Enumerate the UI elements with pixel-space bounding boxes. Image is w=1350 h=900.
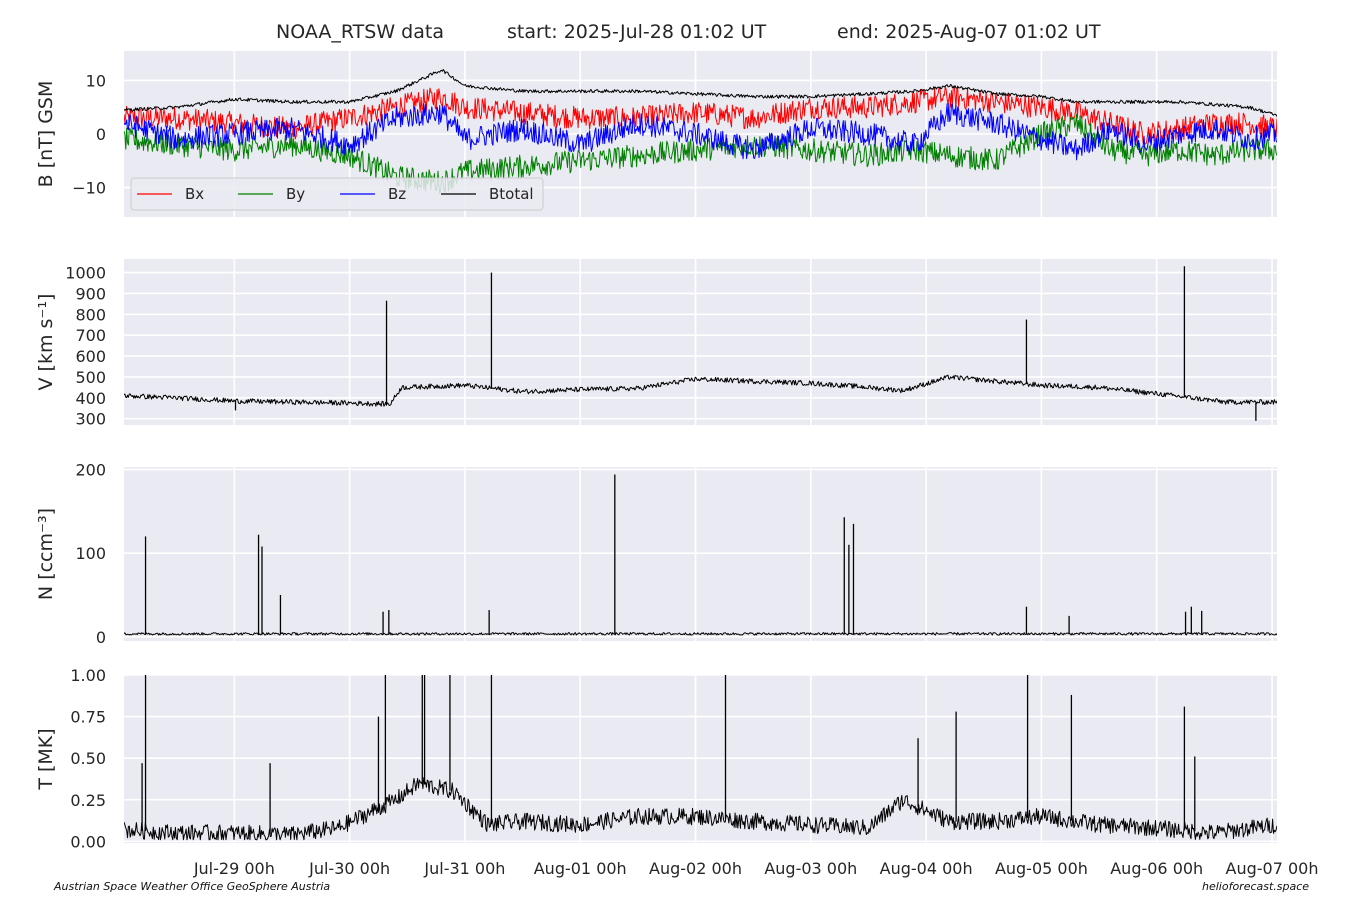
series-line-btotal [124,69,1277,117]
y-tick-label: 0 [96,125,106,144]
series-line-trace [124,374,1277,407]
legend-label-btotal: Btotal [489,185,534,203]
x-tick-label: Aug-02 00h [649,859,742,878]
legend-label-bx: Bx [185,185,204,203]
y-tick-label: 200 [75,461,106,480]
legend: Bx By Bz Btotal [130,177,544,211]
x-tick-label: Jul-30 00h [308,859,390,878]
x-tick-label: Aug-07 00h [1226,859,1319,878]
y-tick-label: 1000 [65,264,106,283]
y-axis-label: V [km s⁻¹] [35,294,57,391]
y-tick-label: 0.25 [70,791,106,810]
y-tick-label: −10 [72,179,106,198]
x-tick-label: Aug-06 00h [1110,859,1203,878]
plot-series [124,474,1277,636]
y-tick-label: 0.75 [70,708,106,727]
y-tick-label: 0.00 [70,832,106,851]
series-line-bz [124,103,1277,161]
plot-area [124,675,1277,843]
y-tick-label: 400 [75,389,106,408]
y-tick-label: 1.00 [70,666,106,685]
series-line-bx [124,85,1277,145]
y-axis-label: B [nT] GSM [35,81,57,188]
plot-series [124,69,1277,194]
panel-3: 200 100 0 N [ccm⁻³] [35,461,1277,647]
plot-area [124,467,1277,641]
y-axis-label: T [MK] [35,728,57,790]
series-line-trace [124,632,1277,636]
plot-area [124,259,1277,425]
y-tick-label: 0 [96,628,106,647]
y-axis-label: N [ccm⁻³] [35,508,57,600]
y-tick-label: 500 [75,368,106,387]
x-tick-label: Aug-01 00h [534,859,627,878]
y-tick-label: 10 [86,71,106,90]
x-tick-label: Aug-05 00h [995,859,1088,878]
credit-left: Austrian Space Weather Office GeoSphere … [54,880,331,893]
series-line-trace [124,777,1277,841]
y-tick-label: 600 [75,347,106,366]
title-start: start: 2025-Jul-28 01:02 UT [507,21,767,43]
x-tick-label: Jul-31 00h [423,859,505,878]
y-tick-label: 700 [75,326,106,345]
title-end: end: 2025-Aug-07 01:02 UT [837,21,1101,43]
series-line-by [124,113,1277,194]
y-tick-label: 900 [75,284,106,303]
plot-series [124,266,1277,421]
panel-1: 10 0 −10 B [nT] GSM Bx By Bz Btotal [35,51,1277,217]
x-tick-label: Aug-04 00h [880,859,973,878]
legend-label-bz: Bz [388,185,406,203]
credit-right: helioforecast.space [1202,880,1310,893]
panel-4: 1.00 0.75 0.50 0.25 0.00 T [MK] Jul-29 00h Jul-… [35,666,1319,878]
legend-label-by: By [286,185,305,203]
plot-series [124,675,1277,841]
y-tick-label: 800 [75,305,106,324]
y-tick-label: 300 [75,410,106,429]
y-tick-label: 0.50 [70,749,106,768]
chart-title: NOAA_RTSW data start: 2025-Jul-28 01:02 … [276,21,1101,43]
x-tick-label: Jul-29 00h [193,859,275,878]
legend-box [130,177,544,211]
title-source: NOAA_RTSW data [276,21,444,43]
y-tick-label: 100 [75,544,106,563]
x-tick-label: Aug-03 00h [764,859,857,878]
